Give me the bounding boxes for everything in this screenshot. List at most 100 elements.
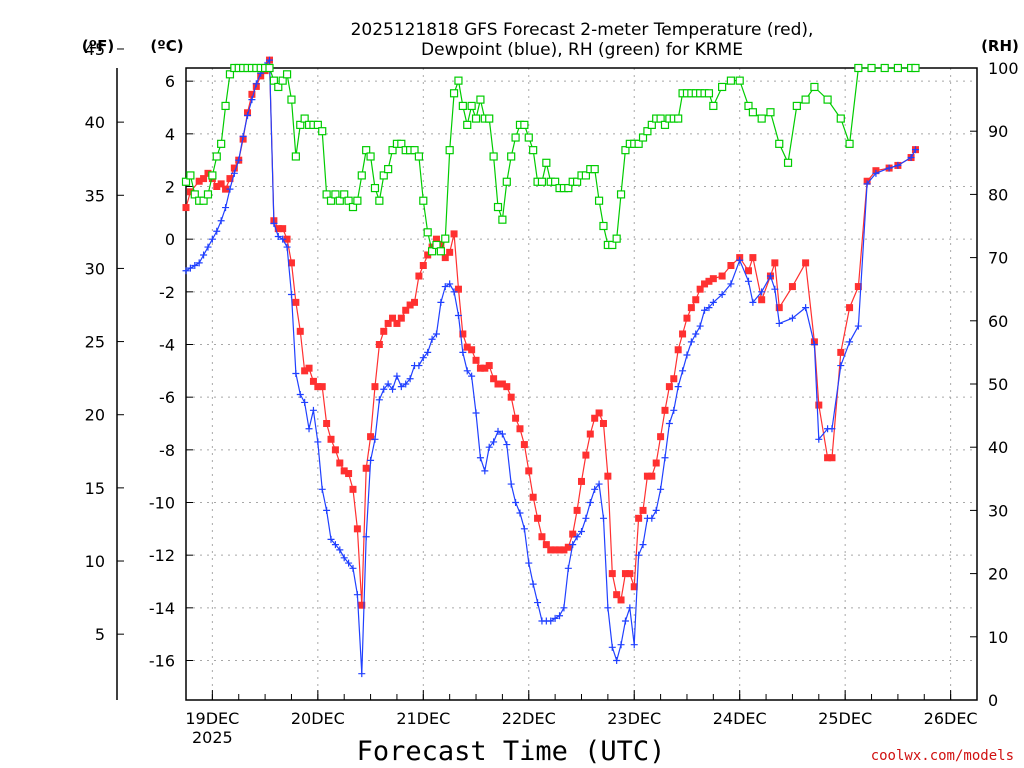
- temperature-marker: [481, 364, 489, 372]
- rh-marker: [190, 190, 199, 199]
- temperature-marker: [345, 470, 353, 478]
- dewpoint-marker: [846, 338, 854, 346]
- dewpoint-marker: [371, 435, 379, 443]
- dewpoint-marker: [727, 280, 735, 288]
- temperature-marker: [287, 259, 295, 267]
- rh-marker: [335, 196, 344, 205]
- temperature-marker: [367, 433, 375, 441]
- temperature-marker: [230, 164, 238, 172]
- temperature-marker: [775, 304, 783, 312]
- temperature-marker: [626, 570, 634, 578]
- dewpoint-marker: [744, 277, 752, 285]
- temperature-marker: [718, 272, 726, 280]
- dewpoint-marker: [305, 425, 313, 433]
- dewpoint-marker: [468, 372, 476, 380]
- dewpoint-marker: [358, 670, 366, 678]
- temperature-marker: [604, 472, 612, 480]
- rh-marker: [300, 114, 309, 123]
- dewpoint-marker: [244, 111, 252, 119]
- dewpoint-marker: [274, 233, 282, 241]
- rh-marker: [485, 114, 494, 123]
- dewpoint-marker: [226, 185, 234, 193]
- temperature-marker: [498, 380, 506, 388]
- temperature-marker: [349, 485, 357, 493]
- rh-marker: [423, 228, 432, 237]
- rh-marker: [608, 240, 617, 250]
- temperature-marker: [182, 204, 190, 212]
- rh-marker: [704, 89, 714, 98]
- rh-marker: [348, 202, 358, 212]
- fahrenheit-unit-label: (ºF): [82, 37, 114, 55]
- rh-marker: [221, 101, 230, 111]
- temperature-marker: [428, 243, 436, 251]
- x-tick-label: 23DEC: [607, 709, 661, 728]
- dewpoint-marker: [639, 541, 647, 549]
- fahrenheit-tick-label: 10: [85, 552, 105, 571]
- temperature-marker: [670, 375, 678, 383]
- temperature-marker: [437, 240, 445, 248]
- dewpoint-marker: [578, 527, 585, 535]
- dewpoint-marker: [362, 533, 370, 541]
- dewpoint-marker: [446, 280, 454, 288]
- rh-marker: [467, 101, 476, 111]
- temperature-marker: [393, 319, 401, 327]
- rh-tick-label: 10: [988, 628, 1008, 647]
- rh-marker: [612, 234, 621, 243]
- rh-marker: [427, 247, 437, 256]
- temperature-marker: [494, 380, 502, 388]
- celsius-tick-label: 2: [165, 178, 175, 197]
- temperature-marker: [318, 383, 326, 391]
- dewpoint-marker: [476, 454, 484, 462]
- temperature-marker: [534, 514, 542, 522]
- temperature-marker: [415, 272, 423, 280]
- dewpoint-marker: [679, 367, 687, 375]
- rh-marker: [366, 152, 375, 161]
- temperature-marker: [204, 169, 212, 177]
- rh-marker: [656, 114, 665, 123]
- dewpoint-marker: [327, 535, 335, 543]
- dewpoint-marker: [626, 604, 634, 612]
- rh-marker: [735, 76, 744, 85]
- rh-marker: [331, 190, 340, 199]
- dewpoint-marker: [657, 485, 665, 493]
- celsius-unit-label: (ºC): [150, 37, 183, 55]
- rh-tick-label: 100: [988, 59, 1019, 78]
- dewpoint-marker: [696, 322, 704, 330]
- dewpoint-marker: [758, 288, 766, 296]
- dewpoint-marker: [837, 362, 845, 370]
- dewpoint-marker: [314, 438, 322, 446]
- chart-title-line1: 2025121818 GFS Forecast 2-meter Temperat…: [351, 20, 814, 40]
- rh-marker: [551, 177, 560, 186]
- rh-marker: [313, 120, 322, 129]
- fahrenheit-tick-label: 25: [85, 333, 105, 352]
- temperature-marker: [222, 185, 230, 193]
- temperature-marker: [283, 235, 291, 243]
- temperature-marker: [802, 259, 810, 267]
- temperature-marker: [652, 459, 660, 467]
- series-rh: [181, 63, 920, 256]
- temperature-marker: [569, 530, 577, 538]
- temperature-marker: [331, 446, 339, 454]
- series-dewpoint: [182, 56, 919, 678]
- celsius-tick-label: -10: [149, 494, 175, 513]
- dewpoint-marker: [191, 262, 199, 269]
- rh-marker: [524, 133, 533, 142]
- dewpoint-marker: [239, 132, 247, 140]
- temperature-marker: [595, 409, 603, 417]
- dewpoint-marker: [608, 643, 616, 651]
- dewpoint-marker: [569, 541, 577, 549]
- temperature-marker: [314, 383, 322, 391]
- dewpoint-marker: [270, 219, 278, 227]
- dewpoint-marker: [661, 454, 669, 462]
- dewpoint-marker: [705, 304, 713, 312]
- temperature-marker: [727, 262, 735, 269]
- rh-marker: [709, 101, 718, 111]
- temperature-marker: [274, 225, 282, 233]
- temperature-marker: [512, 414, 520, 422]
- temperature-marker: [701, 280, 709, 288]
- rh-marker: [783, 158, 793, 167]
- x-tick-label: 19DEC: [185, 709, 239, 728]
- rh-marker: [397, 139, 406, 148]
- temperature-marker: [195, 177, 203, 185]
- fahrenheit-tick-label: 5: [95, 625, 105, 644]
